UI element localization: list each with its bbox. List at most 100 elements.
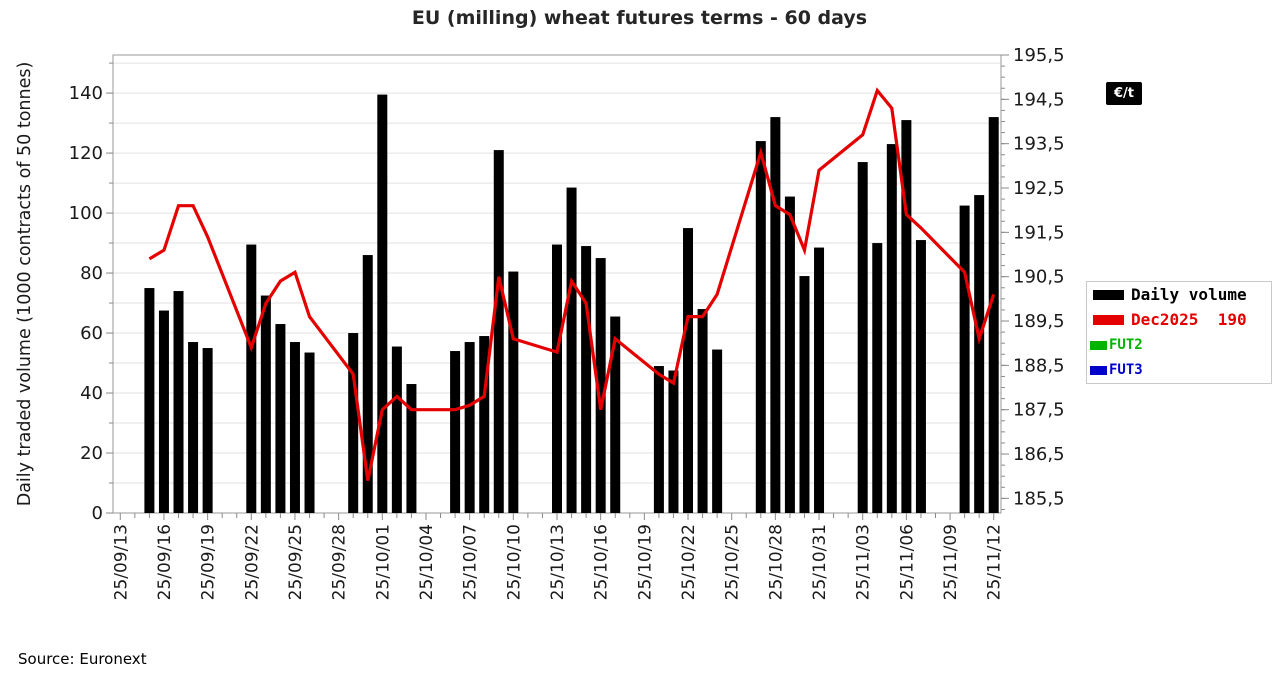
volume-bar [683, 228, 694, 514]
left-axis-tick-label: 140 [69, 83, 103, 104]
legend-label: Daily volume [1131, 285, 1247, 305]
volume-bar [552, 244, 562, 514]
volume-bar [246, 244, 257, 514]
volume-bar [144, 288, 155, 513]
x-axis-tick-label: 25/11/12 [985, 524, 1005, 600]
left-axis-tick-label: 0 [92, 503, 103, 524]
left-axis-tick-label: 60 [80, 323, 103, 344]
chart-title: EU (milling) wheat futures terms - 60 da… [411, 7, 868, 29]
volume-bar [275, 324, 286, 513]
volume-bar [450, 351, 461, 513]
right-axis-tick-label: 195,5 [1013, 45, 1065, 66]
volume-bar [508, 271, 519, 513]
right-axis-tick-label: 186,5 [1013, 444, 1065, 465]
volume-bar [493, 150, 504, 514]
source-note: Source: Euronext [18, 650, 147, 668]
price-line [148, 87, 996, 481]
volume-bar [915, 240, 926, 513]
right-axis-tick-label: 189,5 [1013, 311, 1065, 332]
right-axis-tick-label: 185,5 [1013, 488, 1065, 509]
volume-bar [697, 309, 708, 513]
volume-bar [872, 243, 883, 513]
x-axis-tick-label: 25/10/25 [723, 524, 743, 600]
x-axis-tick-label: 25/11/09 [941, 524, 961, 600]
volume-bar [814, 247, 825, 513]
volume-bar [479, 336, 490, 513]
x-axis-tick-label: 25/10/31 [810, 524, 830, 600]
left-axis-tick-label: 40 [80, 383, 103, 404]
right-axis-tick-label: 190,5 [1013, 267, 1065, 288]
x-axis-tick-label: 25/10/28 [766, 524, 786, 600]
x-axis-tick-label: 25/09/13 [111, 524, 131, 600]
x-axis-tick-label: 25/10/13 [548, 524, 568, 600]
dec2025-swatch-icon [1093, 314, 1124, 325]
x-axis-tick-label: 25/10/07 [461, 524, 481, 600]
volume-bar [304, 352, 315, 513]
left-axis-tick-label: 100 [69, 203, 103, 224]
legend-item-fut3: FUT3 [1087, 358, 1271, 383]
volume-bar [348, 333, 359, 513]
x-axis-tick-label: 25/10/22 [679, 524, 699, 600]
fut2-swatch-icon [1090, 340, 1107, 350]
x-axis-tick-label: 25/09/25 [286, 524, 306, 600]
fut3-swatch-icon [1090, 365, 1107, 375]
volume-bar [959, 205, 970, 513]
volume-bar [566, 187, 577, 514]
chart-legend: Daily volume Dec2025 190 FUT2 FUT3 [1086, 281, 1272, 384]
x-axis-tick-label: 25/10/01 [373, 524, 393, 600]
volume-bar [886, 144, 897, 513]
volume-bar [260, 295, 271, 513]
volume-bar [974, 195, 985, 514]
volume-bar [391, 346, 402, 513]
volume-bar [668, 370, 679, 513]
axis-labels: 0 20 40 60 80 100 120 140 185,5 186,5 187,5 188,5 18… [69, 45, 1065, 600]
right-axis-tick-label: 194,5 [1013, 89, 1065, 110]
volume-bar [610, 316, 621, 513]
x-axis-tick-label: 25/09/19 [199, 524, 219, 600]
x-axis-tick-label: 25/10/16 [592, 524, 612, 600]
right-axis-tick-label: 192,5 [1013, 178, 1065, 199]
volume-bar [362, 255, 373, 513]
x-axis-tick-label: 25/09/28 [330, 524, 350, 600]
left-axis-tick-label: 120 [69, 143, 103, 164]
legend-item-daily-volume: Daily volume [1087, 282, 1271, 307]
right-axis-tick-label: 187,5 [1013, 400, 1065, 421]
right-axis-tick-label: 193,5 [1013, 134, 1065, 155]
x-axis-tick-label: 25/11/03 [854, 524, 874, 600]
legend-label: FUT3 [1109, 362, 1143, 379]
volume-bar [653, 366, 664, 513]
volume-bar [464, 342, 475, 513]
volume-bar [158, 310, 169, 513]
volume-bars [144, 94, 999, 514]
volume-bar [202, 348, 213, 513]
volume-bar [581, 246, 592, 513]
x-axis-tick-label: 25/10/19 [635, 524, 655, 600]
x-axis-tick-label: 25/09/22 [242, 524, 262, 600]
legend-label: Dec2025 190 [1131, 310, 1247, 330]
x-axis-tick-label: 25/10/04 [417, 524, 437, 600]
volume-bar [755, 141, 766, 513]
volume-bar [901, 120, 912, 514]
volume-bar [857, 162, 868, 514]
daily-volume-swatch-icon [1093, 289, 1124, 300]
volume-bar [799, 276, 810, 513]
volume-bar [173, 291, 184, 513]
x-axis-tick-label: 25/10/10 [504, 524, 524, 600]
volume-bar [988, 117, 999, 514]
volume-bar [188, 342, 199, 513]
price-unit-badge: €/t [1106, 82, 1142, 105]
volume-bar [770, 117, 781, 514]
volume-bar [289, 342, 300, 513]
right-axis-tick-label: 188,5 [1013, 355, 1065, 376]
x-axis-tick-label: 25/09/16 [155, 524, 175, 600]
right-axis-tick-label: 191,5 [1013, 222, 1065, 243]
volume-bar [784, 196, 795, 513]
volume-bar [406, 384, 417, 513]
legend-item-dec2025: Dec2025 190 [1087, 307, 1271, 332]
legend-label: FUT2 [1109, 337, 1143, 354]
volume-bar [377, 94, 388, 513]
left-axis-tick-label: 20 [80, 443, 103, 464]
volume-bar [712, 349, 723, 513]
